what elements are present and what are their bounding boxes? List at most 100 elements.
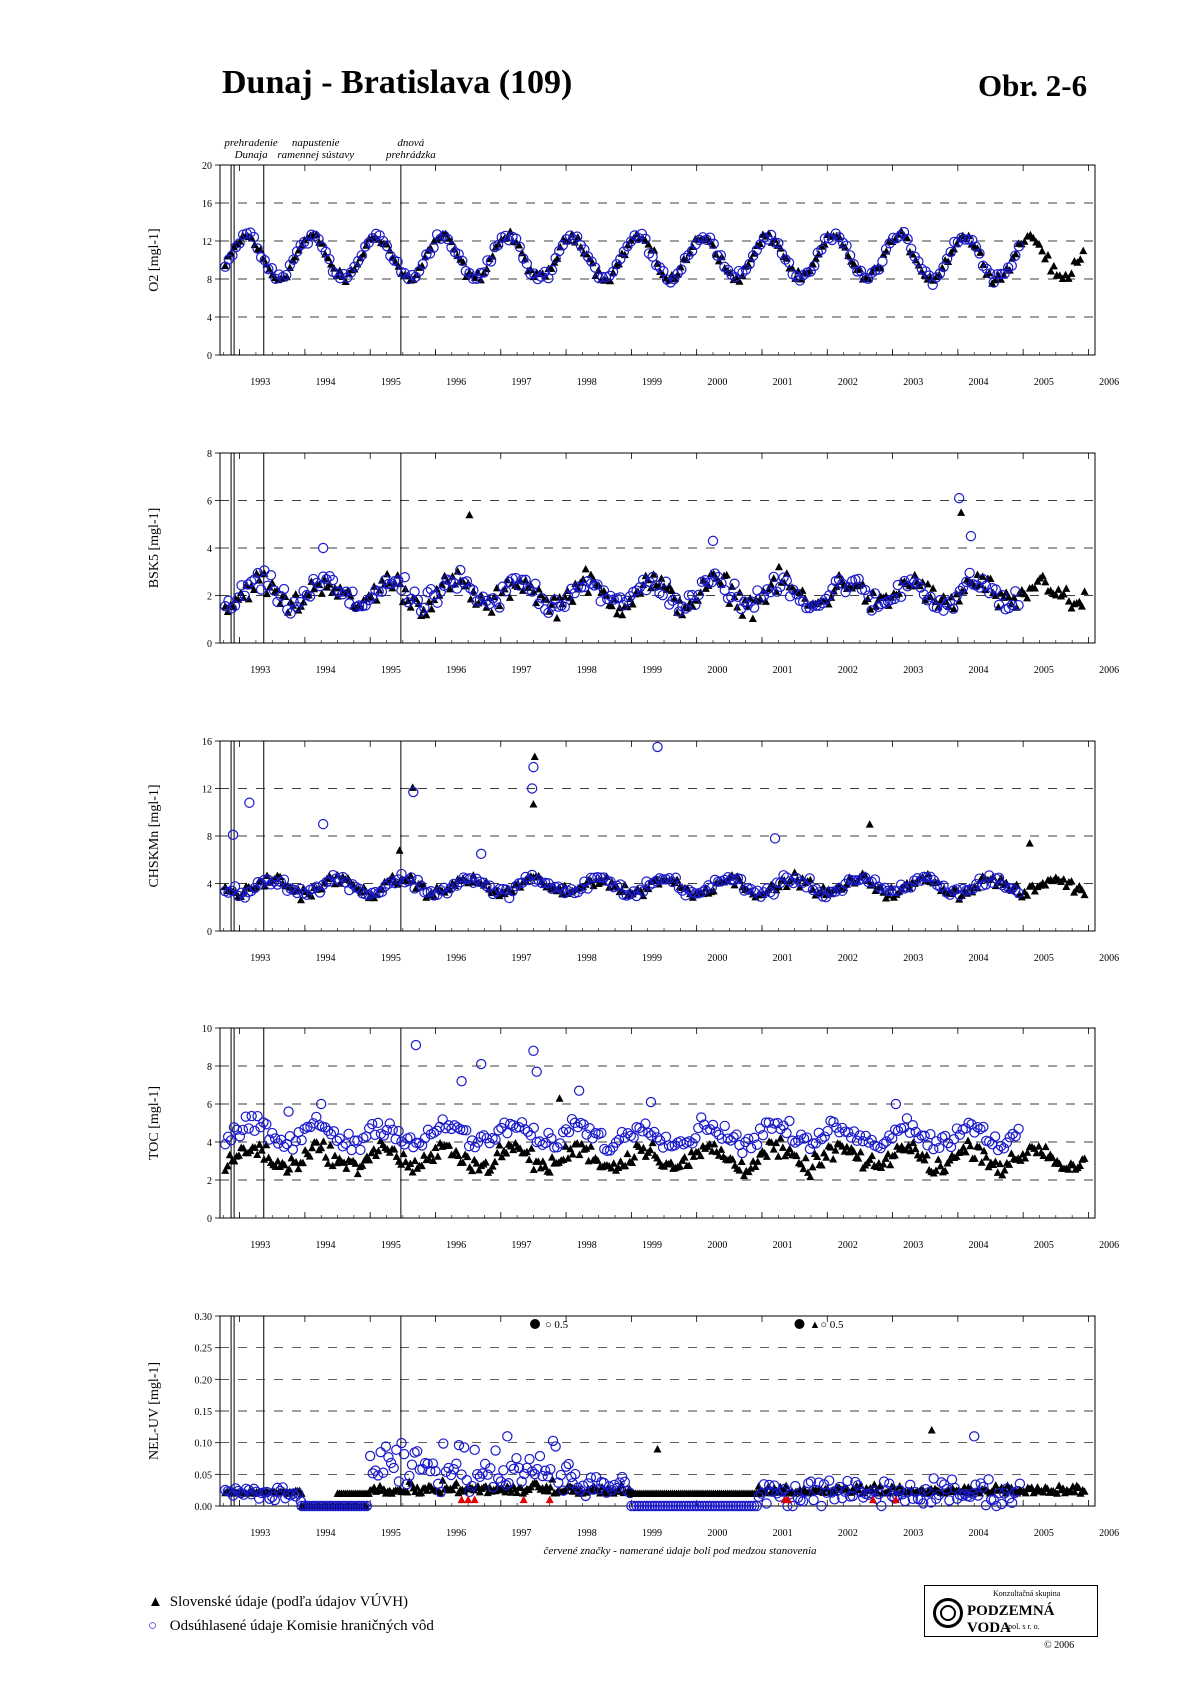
circle-marker xyxy=(383,578,394,590)
x-tick-label: 2001 xyxy=(773,665,793,676)
circle-marker xyxy=(340,1500,352,1512)
triangle-marker xyxy=(1038,246,1047,255)
circle-marker xyxy=(647,1500,658,1512)
circle-marker xyxy=(248,1483,260,1495)
circle-marker xyxy=(729,578,740,589)
triangle-marker xyxy=(438,1476,447,1484)
plot-frame xyxy=(219,1027,1096,1219)
circle-marker xyxy=(980,1499,992,1511)
circle-marker xyxy=(826,1487,838,1498)
circle-marker xyxy=(728,1500,739,1512)
circle-marker xyxy=(944,1495,955,1506)
circle-marker xyxy=(732,591,744,603)
circle-marker xyxy=(713,571,724,583)
circle-marker xyxy=(497,883,508,895)
circle-marker xyxy=(496,1122,507,1134)
triangle-marker xyxy=(993,1168,1002,1176)
triangle-marker xyxy=(794,266,803,275)
circle-marker xyxy=(569,587,580,599)
circle-marker xyxy=(841,240,852,251)
circle-marker xyxy=(348,1500,360,1512)
circle-marker xyxy=(745,596,757,607)
circle-marker xyxy=(570,1468,581,1480)
circle-marker xyxy=(934,1142,945,1154)
triangle-marker xyxy=(490,1157,499,1166)
circle-marker xyxy=(597,271,608,283)
y-tick-label: 20 xyxy=(202,161,212,172)
triangle-marker xyxy=(223,1161,232,1170)
circle-marker xyxy=(378,1130,390,1141)
circle-marker xyxy=(704,232,716,243)
circle-marker xyxy=(709,1500,721,1512)
triangle-marker xyxy=(941,1166,950,1175)
y-tick-label: 2 xyxy=(207,1176,212,1187)
x-tick-label: 1999 xyxy=(642,665,662,676)
circle-marker xyxy=(761,1498,772,1509)
circle-marker xyxy=(555,1138,566,1149)
triangle-marker xyxy=(741,595,749,604)
triangle-marker xyxy=(973,570,982,578)
circle-marker xyxy=(539,266,551,278)
circle-marker xyxy=(933,1489,945,1501)
triangle-marker xyxy=(486,1166,495,1174)
circle-marker xyxy=(494,602,505,613)
circle-marker xyxy=(309,1500,320,1512)
circle-marker xyxy=(644,1500,655,1512)
circle-marker xyxy=(240,1111,251,1122)
circle-marker xyxy=(882,885,894,897)
x-tick-label: 1998 xyxy=(577,1528,597,1539)
circle-marker xyxy=(863,1137,874,1148)
circle-marker xyxy=(870,265,881,276)
x-tick-label: 1993 xyxy=(250,377,270,388)
logo-tagline: Konzultačná skupina xyxy=(993,1589,1061,1598)
circle-marker xyxy=(327,574,339,586)
circle-marker xyxy=(851,1135,863,1147)
circle-marker xyxy=(361,1500,373,1512)
circle-marker xyxy=(826,234,838,246)
x-tick-label: 2003 xyxy=(903,377,923,388)
circle-marker xyxy=(696,886,708,898)
circle-marker xyxy=(737,1147,748,1159)
circle-marker xyxy=(881,1136,892,1147)
circle-marker xyxy=(792,1492,804,1504)
triangle-marker xyxy=(1077,602,1086,610)
circle-marker xyxy=(707,1119,719,1131)
circle-marker xyxy=(266,263,278,274)
circle-marker xyxy=(239,892,251,903)
circle-marker xyxy=(758,590,770,602)
triangle-marker xyxy=(520,254,529,263)
circle-marker xyxy=(467,273,479,284)
circle-marker xyxy=(568,234,579,245)
circle-marker xyxy=(464,268,475,279)
circle-marker xyxy=(273,269,285,280)
circle-marker xyxy=(261,1118,272,1130)
circle-marker xyxy=(977,260,989,272)
circle-marker xyxy=(696,1500,708,1512)
circle-marker xyxy=(793,1135,804,1146)
y-tick-label: 0.10 xyxy=(195,1439,213,1450)
x-tick-label: 2006 xyxy=(1099,665,1119,676)
circle-marker xyxy=(728,1132,739,1143)
circle-marker xyxy=(640,233,651,245)
circle-marker xyxy=(852,266,863,277)
circle-marker xyxy=(780,254,791,265)
x-tick-label: 2001 xyxy=(773,1240,793,1251)
circle-marker xyxy=(765,586,776,598)
circle-marker xyxy=(805,266,816,277)
circle-marker xyxy=(560,1124,572,1135)
outlier-circle xyxy=(502,1431,513,1442)
circle-marker xyxy=(939,1130,951,1142)
circle-marker xyxy=(309,230,321,242)
triangle-marker xyxy=(854,1154,863,1162)
triangle-marker xyxy=(918,578,927,586)
circle-marker xyxy=(511,1452,522,1464)
circle-marker xyxy=(406,872,417,883)
circle-marker xyxy=(654,262,665,273)
circle-marker xyxy=(472,1137,484,1148)
circle-marker xyxy=(670,1500,681,1512)
circle-marker xyxy=(719,261,730,273)
circle-marker xyxy=(673,606,685,617)
triangle-marker xyxy=(390,1145,399,1153)
x-tick-label: 1997 xyxy=(511,377,531,388)
circle-marker xyxy=(455,564,466,576)
